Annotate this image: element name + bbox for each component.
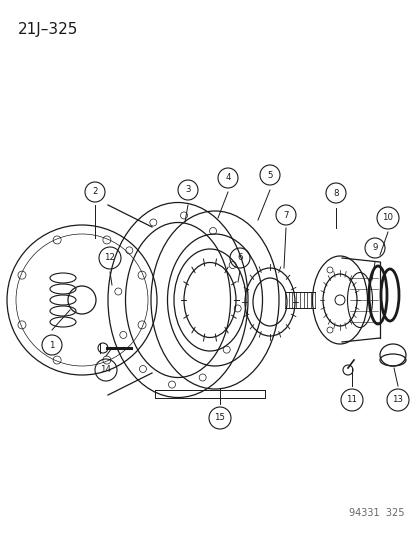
Text: 3: 3 — [185, 185, 190, 195]
Text: 12: 12 — [104, 254, 115, 262]
Text: 21J–325: 21J–325 — [18, 22, 78, 37]
Text: 13: 13 — [392, 395, 403, 405]
Text: 94331  325: 94331 325 — [349, 508, 404, 518]
Text: 2: 2 — [92, 188, 97, 197]
Text: 11: 11 — [346, 395, 357, 405]
Text: 7: 7 — [282, 211, 288, 220]
Text: 4: 4 — [225, 174, 230, 182]
Text: 15: 15 — [214, 414, 225, 423]
Text: 14: 14 — [100, 366, 111, 375]
Text: 6: 6 — [237, 254, 242, 262]
Text: 10: 10 — [382, 214, 392, 222]
Text: 1: 1 — [49, 341, 55, 350]
Text: 8: 8 — [332, 189, 338, 198]
Text: 9: 9 — [371, 244, 377, 253]
Text: 5: 5 — [267, 171, 272, 180]
